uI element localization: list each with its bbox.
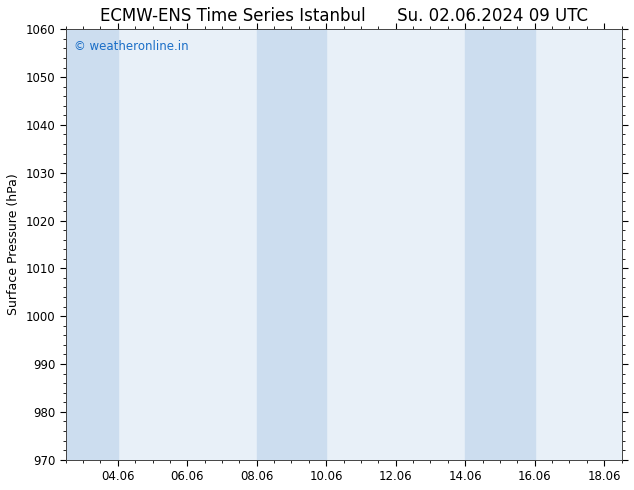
Y-axis label: Surface Pressure (hPa): Surface Pressure (hPa) (7, 173, 20, 316)
Title: ECMW-ENS Time Series Istanbul      Su. 02.06.2024 09 UTC: ECMW-ENS Time Series Istanbul Su. 02.06.… (100, 7, 588, 25)
Text: © weatheronline.in: © weatheronline.in (74, 40, 189, 53)
Bar (257, 29, 327, 460)
Bar (465, 29, 534, 460)
Bar (66, 29, 118, 460)
